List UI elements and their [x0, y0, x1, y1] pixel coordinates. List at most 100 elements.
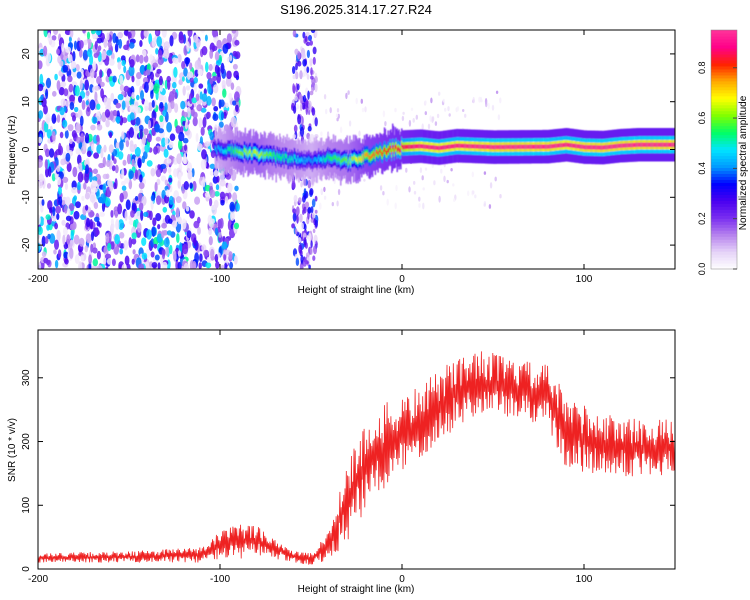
ridge-cell — [272, 152, 275, 157]
noise-cell — [100, 88, 104, 99]
noise-cell — [364, 106, 367, 113]
ridge-cell — [511, 144, 513, 150]
noise-cell — [307, 126, 312, 132]
ridge-cell — [623, 143, 625, 148]
noise-cell — [310, 218, 315, 223]
noise-cell — [212, 45, 218, 52]
noise-cell — [206, 111, 211, 119]
noise-cell — [174, 103, 179, 113]
noise-cell — [337, 188, 341, 196]
ridge-cell — [264, 154, 266, 159]
ridge-cell — [485, 144, 488, 149]
noise-cell — [178, 34, 185, 44]
noise-cell — [225, 102, 229, 109]
noise-cell — [144, 144, 150, 153]
ridge-cell — [230, 146, 232, 151]
ridge-cell — [433, 145, 436, 150]
colorbar-cell — [711, 71, 737, 76]
noise-cell — [92, 116, 98, 124]
noise-cell — [131, 238, 137, 245]
noise-cell — [471, 171, 474, 178]
noise-cell — [99, 211, 105, 217]
noise-cell — [184, 121, 188, 130]
noise-cell — [323, 195, 327, 200]
ridge-cell — [406, 144, 408, 149]
noise-cell — [129, 140, 134, 147]
noise-cell — [150, 167, 156, 177]
ridge-cell — [336, 158, 338, 163]
noise-cell — [144, 105, 149, 112]
noise-cell — [202, 176, 206, 188]
noise-cell — [124, 177, 130, 184]
noise-cell — [113, 158, 117, 165]
noise-cell — [67, 75, 73, 83]
noise-cell — [121, 167, 125, 180]
noise-cell — [38, 226, 43, 235]
colorbar-cell — [711, 191, 737, 195]
ridge-cell — [372, 153, 374, 158]
noise-cell — [195, 93, 200, 102]
noise-cell — [483, 203, 486, 207]
ridge-cell — [601, 145, 603, 150]
ridge-cell — [659, 142, 661, 147]
noise-cell — [182, 201, 187, 210]
noise-cell — [73, 234, 80, 245]
noise-cell — [323, 94, 327, 100]
noise-cell — [194, 69, 199, 77]
ridge-cell — [580, 144, 582, 149]
noise-cell — [68, 83, 74, 93]
ridge-cell — [342, 157, 345, 162]
noise-cell — [155, 30, 159, 35]
noise-cell — [77, 154, 82, 166]
ridge-cell — [514, 144, 517, 150]
noise-cell — [108, 76, 113, 82]
ridge-cell — [428, 144, 430, 150]
ridge-cell — [308, 156, 310, 161]
noise-cell — [45, 214, 51, 221]
noise-cell — [494, 176, 497, 182]
noise-cell — [208, 236, 213, 246]
ridge-cell — [543, 144, 545, 149]
ridge-cell — [490, 144, 492, 150]
noise-cell — [117, 61, 122, 70]
ridge-cell — [671, 142, 673, 147]
noise-cell — [438, 91, 441, 96]
noise-cell — [177, 250, 182, 257]
ridge-cell — [330, 156, 332, 161]
ridge-cell — [600, 145, 602, 150]
ridge-cell — [570, 143, 572, 148]
noise-cell — [192, 116, 198, 127]
noise-cell — [90, 124, 96, 131]
noise-cell — [202, 116, 207, 128]
noise-cell — [125, 140, 130, 148]
ridge-cell — [462, 143, 464, 148]
noise-cell — [157, 224, 161, 230]
y-tick-label: 200 — [21, 433, 32, 450]
noise-cell — [178, 79, 183, 86]
noise-cell — [181, 76, 185, 82]
noise-cell — [312, 255, 316, 261]
ridge-cell — [476, 144, 478, 149]
ridge-cell — [640, 142, 642, 147]
spectrogram-ridge — [214, 123, 675, 186]
noise-cell — [168, 195, 174, 205]
ridge-cell — [405, 144, 407, 150]
noise-cell — [499, 97, 502, 104]
x-tick-label: 0 — [399, 274, 405, 285]
noise-cell — [64, 182, 68, 190]
noise-cell — [158, 75, 163, 86]
noise-cell — [94, 91, 98, 102]
ridge-cell — [382, 149, 385, 154]
ridge-cell — [357, 159, 359, 164]
ridge-cell — [574, 143, 577, 149]
noise-cell — [59, 60, 64, 67]
noise-cell — [314, 83, 318, 93]
ridge-cell — [652, 142, 654, 147]
noise-cell — [395, 184, 398, 192]
ridge-cell — [655, 142, 658, 147]
ridge-cell — [426, 144, 428, 149]
ridge-cell — [578, 144, 580, 149]
ridge-cell — [323, 157, 326, 162]
ridge-cell — [282, 154, 285, 159]
noise-cell — [97, 45, 102, 51]
